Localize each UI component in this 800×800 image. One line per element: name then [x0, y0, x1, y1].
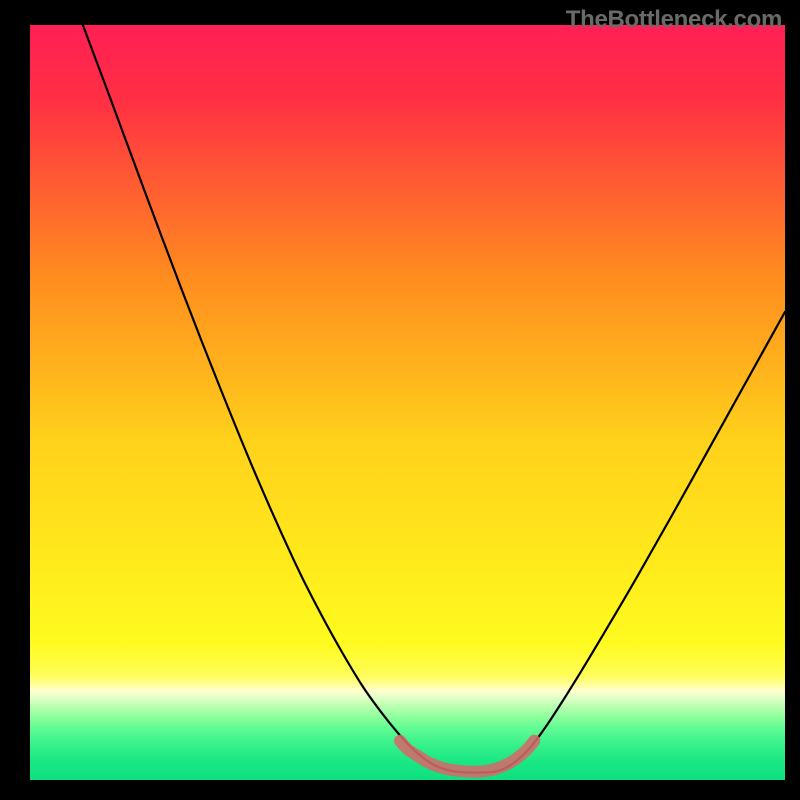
- plot-area: [30, 25, 785, 780]
- watermark-label: TheBottleneck.com: [566, 6, 782, 34]
- chart-frame: TheBottleneck.com: [0, 0, 800, 800]
- bottleneck-chart: [30, 25, 785, 780]
- gradient-background: [30, 25, 785, 780]
